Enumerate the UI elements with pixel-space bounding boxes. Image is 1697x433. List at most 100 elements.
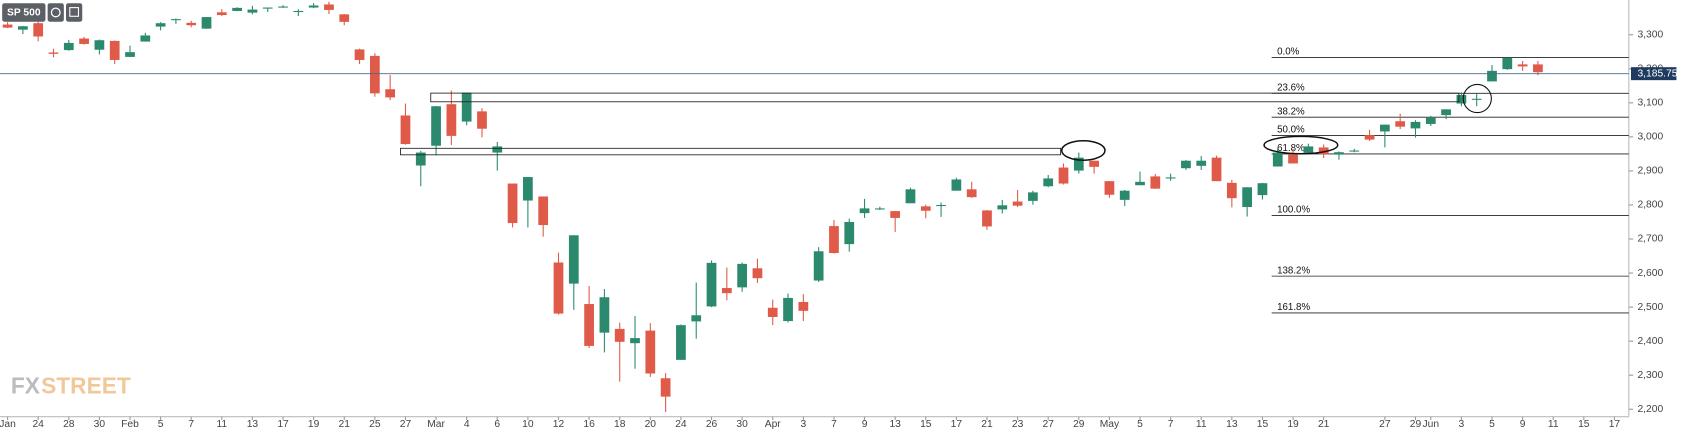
x-tick-label: 23 xyxy=(1012,419,1024,430)
x-tick-label: 5 xyxy=(1489,419,1495,430)
x-tick-label: 21 xyxy=(1318,419,1330,430)
y-tick-label: 2,600 xyxy=(1637,268,1663,279)
candle-body xyxy=(1425,117,1436,124)
candle-body xyxy=(691,315,702,322)
candle-body xyxy=(737,263,748,288)
x-tick-label: 29 xyxy=(1073,419,1085,430)
candle-body xyxy=(400,115,411,145)
candle-body xyxy=(1487,70,1497,82)
x-tick-label: 7 xyxy=(188,419,194,430)
candle-body xyxy=(1196,160,1207,166)
last-price-label: 3,185.75 xyxy=(1637,68,1677,79)
x-tick-label: 5 xyxy=(1137,419,1143,430)
candle-body xyxy=(1226,182,1237,199)
refresh-button[interactable] xyxy=(47,3,64,22)
x-tick-label: 9 xyxy=(862,419,868,430)
y-tick-label: 3,300 xyxy=(1637,29,1663,40)
candle-body xyxy=(645,330,656,374)
candle-body xyxy=(844,221,855,245)
x-tick-label: 21 xyxy=(339,419,351,430)
candle-body xyxy=(1349,150,1360,152)
candle-body xyxy=(1334,152,1344,155)
x-tick-label: 11 xyxy=(1548,419,1559,430)
y-tick-label: 2,900 xyxy=(1637,166,1663,177)
candle-body xyxy=(630,338,640,344)
candle-body xyxy=(767,307,778,317)
candle-body xyxy=(783,297,793,322)
x-tick-label: 13 xyxy=(1226,419,1238,430)
x-tick-label: 29 xyxy=(1410,419,1422,430)
candle-body xyxy=(216,12,227,16)
candle-body xyxy=(1211,157,1222,182)
candle-body xyxy=(155,23,166,27)
candle-body xyxy=(1058,167,1069,184)
candle-body xyxy=(599,297,610,333)
candle-body xyxy=(385,89,396,98)
candle-body xyxy=(813,251,824,281)
watermark-street: STREET xyxy=(41,372,131,398)
candle-body xyxy=(201,17,212,29)
x-tick-label: Jan xyxy=(0,419,16,430)
highlight-ellipse xyxy=(1263,135,1339,155)
candle-body xyxy=(18,26,28,30)
fib-label: 61.8% xyxy=(1277,143,1305,154)
fib-label: 0.0% xyxy=(1277,47,1300,58)
calendar-button[interactable] xyxy=(66,3,83,22)
candle-body xyxy=(1119,190,1130,200)
candle-body xyxy=(140,35,151,42)
candle-body xyxy=(232,7,242,11)
candle-body xyxy=(1410,121,1421,129)
candle-body xyxy=(859,208,870,214)
x-tick-label: 10 xyxy=(522,419,534,430)
candle-body xyxy=(874,208,885,210)
x-tick-label: 21 xyxy=(981,419,993,430)
y-tick-label: 2,300 xyxy=(1637,370,1663,381)
candle-body xyxy=(171,19,181,21)
x-tick-label: 15 xyxy=(1257,419,1269,430)
fib-label: 50.0% xyxy=(1277,125,1305,136)
symbol: SP 500 xyxy=(7,8,41,19)
candle-body xyxy=(431,106,441,146)
x-tick-label: 17 xyxy=(1609,419,1621,430)
candle-body xyxy=(1257,183,1268,196)
x-tick-label: Mar xyxy=(427,419,445,430)
x-tick-label: 17 xyxy=(277,419,289,430)
x-tick-label: 20 xyxy=(645,419,657,430)
fib-label: 161.8% xyxy=(1277,302,1310,313)
y-tick-label: 2,700 xyxy=(1637,234,1663,245)
candle-body xyxy=(415,152,426,166)
x-tick-label: 3 xyxy=(800,419,806,430)
watermark-fx: FX xyxy=(11,372,40,398)
x-tick-label: 19 xyxy=(1287,419,1299,430)
symbol-badge[interactable] xyxy=(2,3,46,22)
candle-body xyxy=(63,42,74,51)
candle-body xyxy=(1303,146,1314,153)
calendar-icon xyxy=(69,7,80,17)
candle-body xyxy=(262,7,273,9)
y-tick-label: 2,500 xyxy=(1637,302,1663,313)
candle-body xyxy=(33,23,44,37)
fib-label: 23.6% xyxy=(1277,82,1305,93)
candle-body xyxy=(461,92,472,122)
candle-body xyxy=(247,9,258,13)
candle-body xyxy=(997,205,1008,210)
candle-body xyxy=(798,301,809,311)
candle-body xyxy=(1318,147,1329,155)
candle-body xyxy=(79,38,89,44)
candle-body xyxy=(125,52,135,57)
zone-box xyxy=(400,147,1062,156)
fib-label: 100.0% xyxy=(1277,205,1310,216)
x-tick-label: 19 xyxy=(308,419,320,430)
candle-body xyxy=(905,189,916,204)
plot: 2,200 2,300 2,400 2,500 2,600 2,700 2,800 2,900… xyxy=(0,1,1678,430)
candle-body xyxy=(1028,192,1038,201)
candle-body xyxy=(1517,64,1528,67)
candle-body xyxy=(982,210,992,227)
x-tick-label: 28 xyxy=(63,419,75,430)
x-tick-label: 5 xyxy=(158,419,164,430)
candle-body xyxy=(890,211,901,218)
candle-body xyxy=(966,189,977,198)
candle-body xyxy=(293,10,304,13)
x-tick-label: 16 xyxy=(583,419,595,430)
